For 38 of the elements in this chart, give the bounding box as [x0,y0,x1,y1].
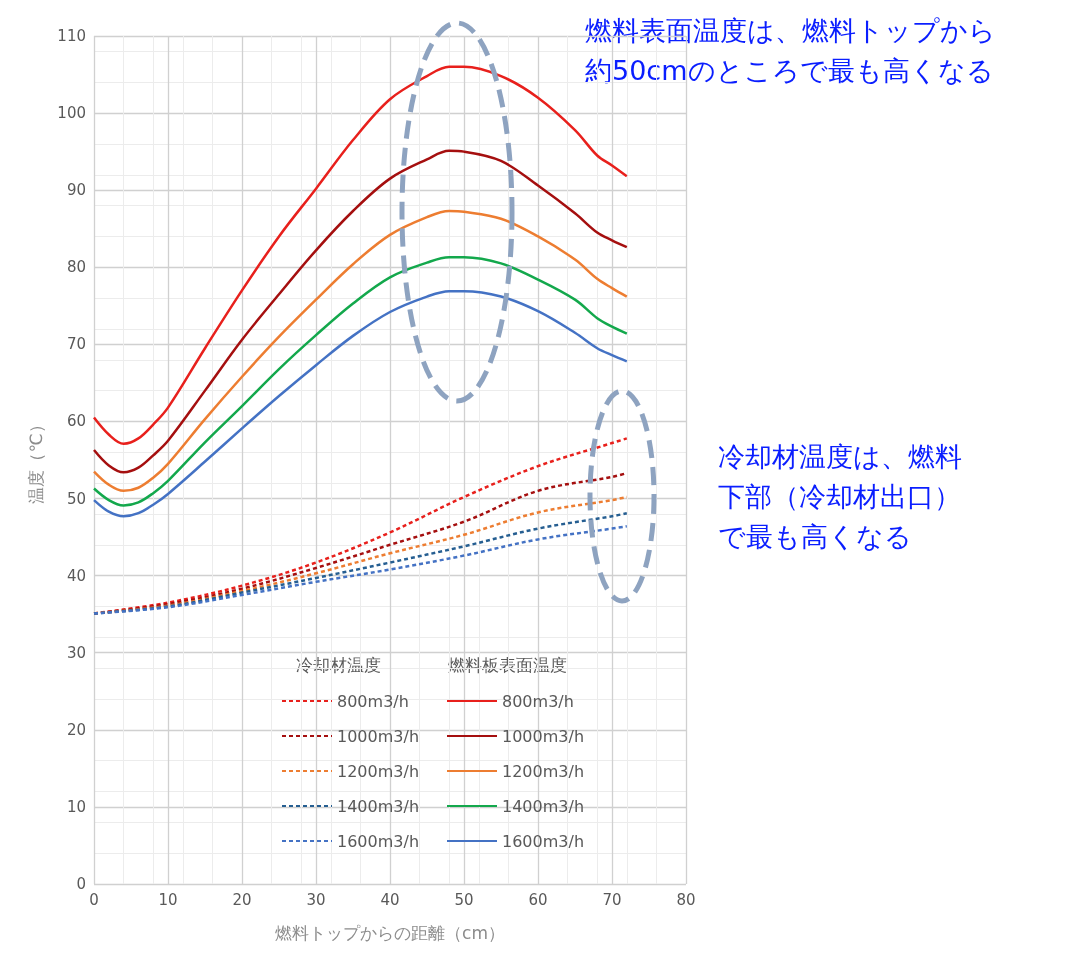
y-tick-label: 40 [66,566,86,585]
y-tick-label: 80 [66,258,86,277]
y-tick-label: 30 [66,643,86,662]
x-axis-title: 燃料トップからの距離（cm） [275,922,505,943]
legend-label: 1400m3/h [337,796,420,816]
x-tick-label: 70 [602,890,622,909]
y-tick-label: 110 [57,27,86,45]
legend-label: 1000m3/h [337,726,420,746]
y-tick-label: 50 [66,489,86,508]
y-tick-label: 0 [76,875,86,893]
line-series [92,256,629,507]
y-tick-label: 100 [57,104,86,123]
legend-label: 800m3/h [502,691,574,711]
y-axis-title: 温度（℃） [25,416,46,504]
x-tick-label: 60 [528,890,548,909]
legend-label: 1600m3/h [502,831,585,851]
legend-label: 1400m3/h [502,796,585,816]
line-series [92,209,629,493]
y-tick-label: 70 [66,335,86,354]
legend-label: 1600m3/h [337,831,420,851]
line-series [92,149,629,474]
legend-label: 1000m3/h [502,726,585,746]
x-tick-label: 20 [232,890,252,909]
y-tick-label: 60 [66,412,86,431]
x-tick-label: 50 [454,890,474,909]
legend-label: 800m3/h [337,691,409,711]
legend-label: 1200m3/h [502,761,585,781]
text: 冷却材温度は、燃料下部（冷却材出口）で最も高くなる [718,440,962,552]
y-tick-label: 20 [66,720,86,739]
x-tick-label: 10 [158,890,178,909]
x-tick-label: 0 [89,890,99,909]
x-tick-label: 40 [380,890,400,909]
x-tick-label: 80 [676,890,696,909]
legend-label: 1200m3/h [337,761,420,781]
y-tick-label: 10 [66,797,86,816]
y-tick-label: 90 [66,181,86,200]
x-tick-label: 30 [306,890,326,909]
line-series [92,289,629,518]
